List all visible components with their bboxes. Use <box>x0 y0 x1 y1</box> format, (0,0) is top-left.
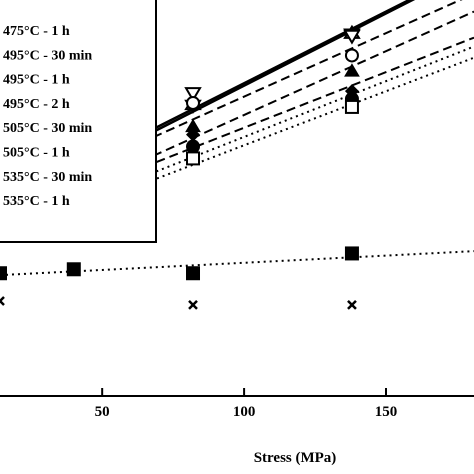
legend-entry-3: 495°C - 1 h <box>3 73 70 88</box>
legend-entry-2: 495°C - 30 min <box>3 48 92 63</box>
x-axis: 50 100 150 <box>0 388 474 420</box>
data-point-s6-2 <box>186 139 201 154</box>
data-point-s8-2 <box>66 262 81 277</box>
legend-entry-5: 505°C - 30 min <box>3 121 92 136</box>
data-point-s4-3 <box>344 63 360 77</box>
legend-box <box>0 0 157 243</box>
legend: 475°C - 1 h 495°C - 30 min 495°C - 1 h 495°… <box>0 0 157 243</box>
x-axis-label: Stress (MPa) <box>254 450 337 466</box>
legend-entry-1: 475°C - 1 h <box>3 24 70 39</box>
data-point-s3-2 <box>186 95 201 110</box>
data-point-s3-3 <box>344 48 359 63</box>
data-point-s9-1 <box>0 296 5 306</box>
legend-entry-6: 505°C - 1 h <box>3 146 70 161</box>
data-point-s5-2 <box>186 127 201 142</box>
data-point-s7-2 <box>186 151 201 166</box>
legend-entry-4: 495°C - 2 h <box>3 97 70 112</box>
data-point-s9-2 <box>188 300 198 310</box>
x-tick-label-3: 150 <box>375 404 398 420</box>
data-point-s7-3 <box>344 99 359 114</box>
data-point-s8-3 <box>186 266 201 281</box>
data-point-s9-3 <box>347 300 357 310</box>
data-point-s8-4 <box>344 246 359 261</box>
x-tick-label-1: 50 <box>95 404 110 420</box>
x-tick-label-2: 100 <box>233 404 256 420</box>
legend-entry-7: 535°C - 30 min <box>3 170 92 185</box>
legend-entry-8: 535°C - 1 h <box>3 194 70 209</box>
data-point-s2-2 <box>184 87 202 103</box>
data-point-s8-1 <box>0 266 7 281</box>
data-point-s2-3 <box>343 29 361 45</box>
